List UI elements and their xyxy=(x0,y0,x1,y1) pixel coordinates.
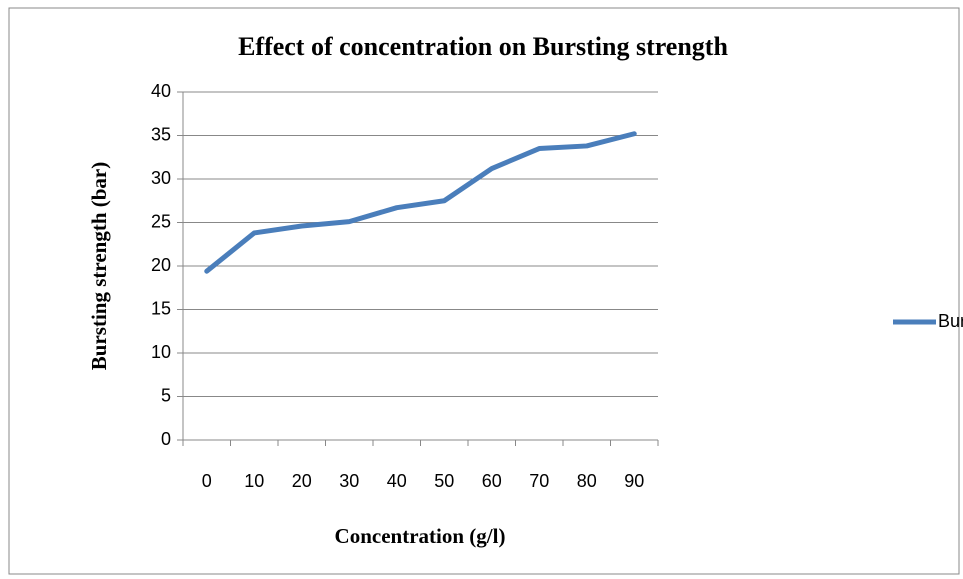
y-tick-label: 5 xyxy=(161,385,171,405)
y-axis-title: Bursting strength (bar) xyxy=(87,162,111,370)
x-axis-title: Concentration (g/l) xyxy=(335,524,506,548)
y-tick-label: 20 xyxy=(151,255,171,275)
x-tick-label: 80 xyxy=(577,471,597,491)
x-tick-label: 20 xyxy=(292,471,312,491)
x-tick-label: 30 xyxy=(339,471,359,491)
x-tick-label: 90 xyxy=(624,471,644,491)
x-tick-label: 50 xyxy=(434,471,454,491)
y-tick-label: 15 xyxy=(151,298,171,318)
y-tick-label: 30 xyxy=(151,168,171,188)
x-tick-label: 10 xyxy=(244,471,264,491)
y-tick-label: 10 xyxy=(151,342,171,362)
y-tick-label: 35 xyxy=(151,124,171,144)
y-tick-label: 0 xyxy=(161,429,171,449)
chart-title: Effect of concentration on Bursting stre… xyxy=(238,32,728,61)
x-tick-label: 70 xyxy=(529,471,549,491)
chart-frame xyxy=(8,7,960,575)
x-tick-label: 40 xyxy=(387,471,407,491)
y-tick-label: 40 xyxy=(151,81,171,101)
x-tick-label: 60 xyxy=(482,471,502,491)
data-line xyxy=(204,131,637,274)
legend-label: Bursting strength xyxy=(938,311,963,331)
x-tick-label: 0 xyxy=(202,471,212,491)
y-tick-label: 25 xyxy=(151,211,171,231)
